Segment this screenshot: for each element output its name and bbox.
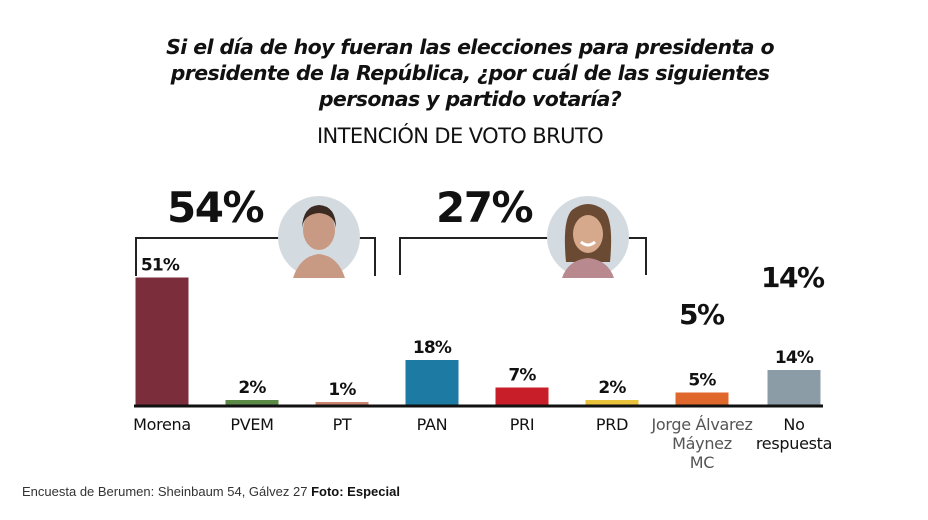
chart-subtitle: INTENCIÓN DE VOTO BRUTO	[316, 124, 604, 148]
sheinbaum-photo	[278, 196, 360, 278]
category-label: PAN	[417, 415, 448, 434]
galvez-photo	[547, 196, 629, 278]
bar-morena	[135, 277, 189, 405]
group-total-sheinbaum: 54%	[167, 183, 263, 232]
bar-pan	[405, 360, 459, 405]
bracket-sheinbaum	[135, 237, 376, 276]
chart-question-title: Si el día de hoy fueran las elecciones p…	[166, 35, 774, 111]
photo-caption: Encuesta de Berumen: Sheinbaum 54, Gálve…	[22, 484, 400, 499]
value-label: 2%	[598, 378, 626, 398]
category-label: PT	[333, 415, 352, 434]
bar-pt	[315, 402, 369, 405]
value-label: 18%	[413, 338, 452, 358]
value-label: 1%	[328, 380, 356, 400]
value-labels-group: 51% 2% 1% 18% 7% 2% 5% 14%	[141, 256, 815, 401]
category-label: Jorge Álvarez Máynez MC	[650, 415, 752, 472]
bracket-galvez	[399, 237, 647, 275]
group-total-no-respuesta: 14%	[761, 261, 825, 294]
caption-credit: Foto: Especial	[311, 484, 400, 499]
value-label: 2%	[238, 378, 266, 398]
bar-pvem	[225, 400, 279, 405]
bar-prd	[585, 400, 639, 405]
bar-pri	[495, 387, 549, 405]
category-label: PVEM	[230, 415, 273, 434]
value-label: 7%	[508, 366, 536, 386]
group-total-galvez: 27%	[436, 183, 532, 232]
group-total-maynez: 5%	[679, 298, 725, 331]
value-label: 5%	[688, 371, 716, 391]
category-label: PRI	[510, 415, 535, 434]
category-label: Morena	[133, 415, 191, 434]
category-label: No respuesta	[756, 415, 832, 453]
bars-group	[135, 277, 821, 405]
category-label: PRD	[596, 415, 628, 434]
bar-no-respuesta	[767, 370, 821, 405]
category-labels-group: Morena PVEM PT PAN PRI PRD Jorge Álvarez Máynez…	[133, 415, 832, 472]
bar-jorge-lvarez-m-ynez-mc	[675, 392, 729, 405]
value-label: 14%	[775, 348, 814, 368]
caption-text: Encuesta de Berumen: Sheinbaum 54, Gálve…	[22, 484, 308, 499]
value-label: 51%	[141, 256, 180, 276]
